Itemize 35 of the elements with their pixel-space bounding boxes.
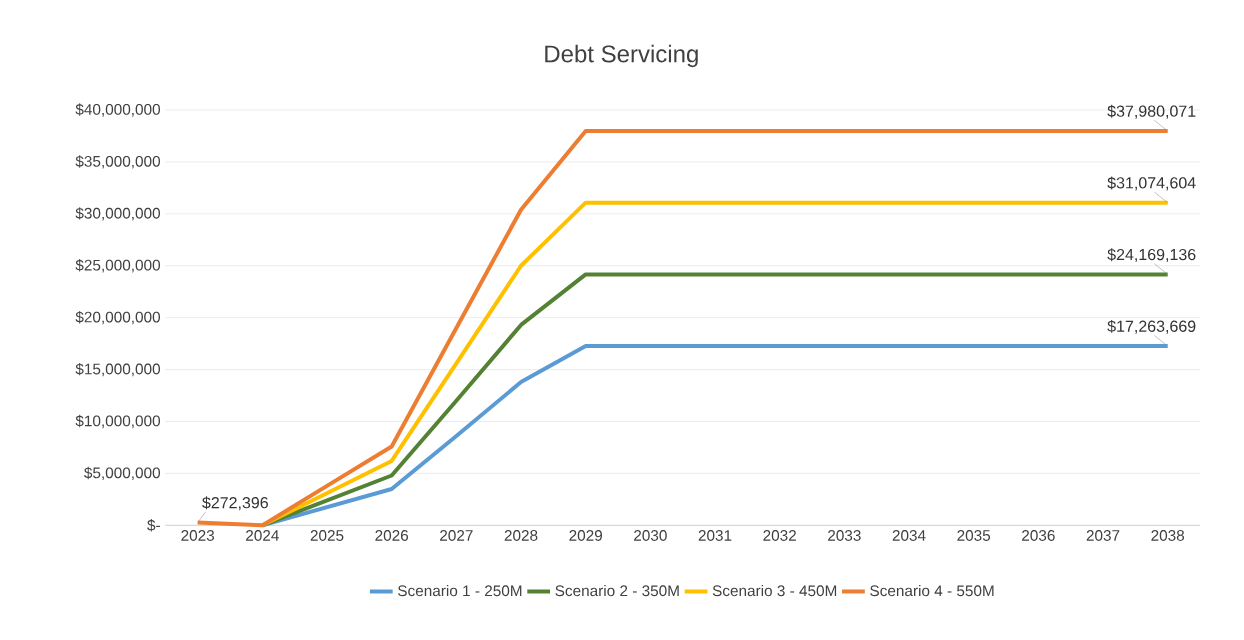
x-tick-label: 2037 (1086, 530, 1120, 541)
y-tick-label: $5,000,000 (84, 466, 161, 481)
x-tick-label: 2023 (181, 530, 215, 541)
y-tick-label: $- (147, 519, 160, 532)
chart-title: Debt Servicing (545, 44, 698, 68)
y-tick-label: $15,000,000 (75, 362, 161, 377)
x-tick-label: 2033 (828, 530, 861, 541)
x-tick-label: 2036 (1022, 530, 1055, 541)
x-tick-label: 2028 (504, 530, 538, 541)
data-label: $272,396 (202, 496, 268, 511)
data-label: $37,980,071 (1107, 104, 1196, 119)
x-tick-label: 2026 (375, 530, 409, 541)
y-tick-label: $25,000,000 (75, 259, 161, 273)
x-tick-label: 2024 (246, 530, 279, 541)
legend-label: Scenario 2 - 350M (555, 584, 679, 597)
x-tick-label: 2038 (1151, 530, 1185, 541)
legend-label: Scenario 4 - 550M (870, 584, 994, 597)
y-tick-label: $30,000,000 (75, 207, 161, 221)
y-tick-label: $40,000,000 (75, 103, 161, 117)
legend-label: Scenario 3 - 450M (712, 584, 837, 597)
x-tick-label: 2030 (634, 530, 667, 541)
x-tick-label: 2027 (440, 530, 473, 541)
legend-label: Scenario 1 - 250M (398, 584, 522, 597)
y-tick-label: $35,000,000 (75, 155, 161, 169)
y-tick-label: $10,000,000 (75, 414, 161, 429)
data-label: $24,169,136 (1107, 248, 1196, 263)
x-tick-label: 2025 (310, 530, 344, 541)
data-label: $17,263,669 (1107, 319, 1196, 334)
x-tick-label: 2034 (892, 530, 926, 541)
x-tick-label: 2031 (698, 530, 732, 541)
y-tick-label: $20,000,000 (75, 311, 161, 325)
x-tick-label: 2035 (957, 530, 991, 541)
x-tick-label: 2029 (569, 530, 602, 541)
data-label: $31,074,604 (1107, 176, 1196, 191)
x-tick-label: 2032 (763, 530, 796, 541)
